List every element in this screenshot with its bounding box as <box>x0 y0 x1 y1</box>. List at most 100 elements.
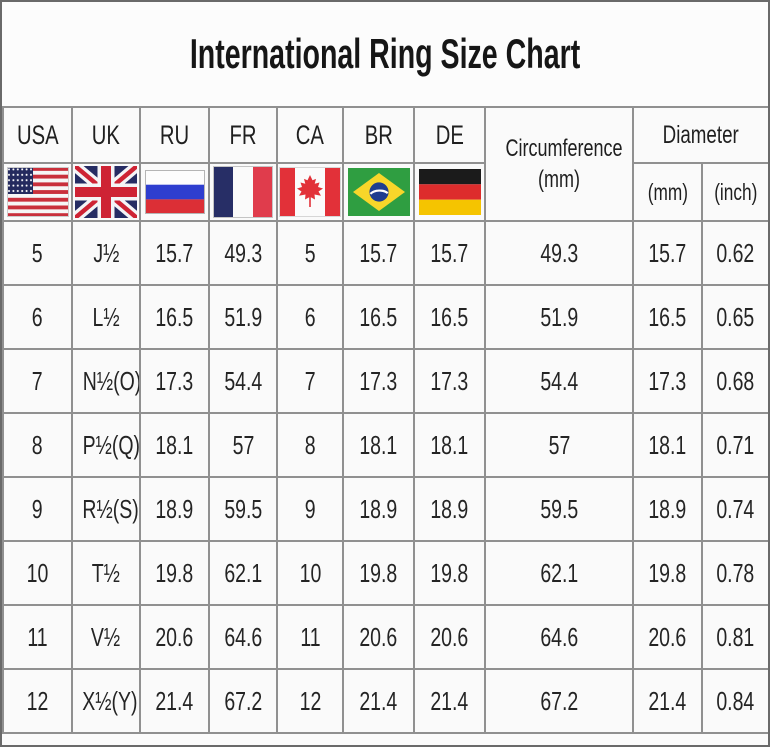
ring-size-value: 20.6 <box>155 621 194 652</box>
usa-flag-icon <box>6 167 69 217</box>
ring-size-value: 49.3 <box>224 237 262 268</box>
ring-size-cell: 57 <box>208 412 278 478</box>
ring-size-cell: 5 <box>2 220 73 286</box>
ring-size-cell: 19.8 <box>342 540 415 606</box>
ring-size-cell: 17.3 <box>413 348 486 414</box>
ring-size-value: 16.5 <box>155 301 194 332</box>
ring-size-value: 9 <box>32 493 43 524</box>
ring-size-value: V½ <box>91 621 121 652</box>
ring-size-value: 67.2 <box>540 685 578 716</box>
ring-size-cell: 20.6 <box>139 604 210 670</box>
ring-size-value: 20.6 <box>359 621 398 652</box>
ring-size-value: 59.5 <box>224 493 262 524</box>
ring-size-value: 51.9 <box>224 301 262 332</box>
ring-size-value: 62.1 <box>224 557 262 588</box>
ring-size-value: 59.5 <box>540 493 578 524</box>
ring-size-value: 8 <box>32 429 43 460</box>
ring-size-cell: 12 <box>276 668 344 734</box>
ring-size-value: 6 <box>32 301 43 332</box>
ring-size-value: 51.9 <box>540 301 578 332</box>
ring-size-value: N½(O) <box>82 365 140 396</box>
ring-size-value: 17.3 <box>155 365 194 396</box>
ca-header-label: CA <box>295 119 325 150</box>
ring-size-value: 19.8 <box>430 557 469 588</box>
ring-size-cell: 62.1 <box>208 540 278 606</box>
ring-size-cell: 21.4 <box>342 668 415 734</box>
ring-size-value: 19.8 <box>155 557 194 588</box>
ring-size-cell: 0.62 <box>700 220 768 286</box>
ring-size-cell: 10 <box>2 540 73 606</box>
ring-size-cell: 5 <box>276 220 344 286</box>
diameter-mm-label: (mm) <box>647 178 688 205</box>
ring-size-value: 5 <box>32 237 43 268</box>
ring-size-cell: 11 <box>2 604 73 670</box>
ring-size-value: 0.62 <box>716 237 755 268</box>
ring-size-value: 15.7 <box>648 237 687 268</box>
ring-size-value: 18.9 <box>430 493 469 524</box>
ring-size-cell: 15.7 <box>139 220 210 286</box>
ring-size-value: 62.1 <box>540 557 578 588</box>
ring-size-cell: 0.78 <box>700 540 768 606</box>
ring-size-value: 18.1 <box>359 429 398 460</box>
ring-size-value: 10 <box>299 557 321 588</box>
fr-header-label: FR <box>229 119 257 150</box>
russia-flag-cell <box>139 162 210 222</box>
ring-size-cell: 18.1 <box>632 412 703 478</box>
ring-size-cell: 16.5 <box>139 284 210 350</box>
ring-size-cell: 20.6 <box>342 604 415 670</box>
ring-size-value: 11 <box>299 621 321 652</box>
column-header-usa: USA <box>2 106 73 164</box>
germany-flag-icon <box>418 169 481 215</box>
ring-size-cell: X½(Y) <box>71 668 141 734</box>
title-band: International Ring Size Chart <box>2 2 768 106</box>
diameter-header-label: Diameter <box>662 120 740 149</box>
ring-size-value: 21.4 <box>648 685 687 716</box>
ring-size-value: R½(S) <box>82 493 139 524</box>
ring-size-value: 12 <box>26 685 49 716</box>
ring-size-value: 49.3 <box>540 237 578 268</box>
ring-size-cell: 20.6 <box>413 604 486 670</box>
diameter-inch-header: (inch) <box>700 162 768 222</box>
ring-size-value: 18.1 <box>430 429 469 460</box>
ring-size-cell: V½ <box>71 604 141 670</box>
ring-size-value: 21.4 <box>430 685 469 716</box>
ring-size-cell: 6 <box>2 284 73 350</box>
ring-size-value: 19.8 <box>359 557 398 588</box>
ring-size-cell: 17.3 <box>632 348 703 414</box>
ring-size-cell: 57 <box>484 412 634 478</box>
ring-size-cell: 18.9 <box>632 476 703 542</box>
ring-size-cell: 21.4 <box>139 668 210 734</box>
ring-size-value: 12 <box>299 685 321 716</box>
ring-size-row: 7 N½(O) 17.3 54.4 7 17.3 17.3 54.4 17.3 0.68 <box>2 348 768 414</box>
ring-size-cell: 62.1 <box>484 540 634 606</box>
flag-row: (mm) (inch) <box>2 162 768 222</box>
ring-size-value: T½ <box>91 557 121 588</box>
ru-header-label: RU <box>159 119 190 150</box>
ring-size-cell: 64.6 <box>208 604 278 670</box>
ring-size-cell: 19.8 <box>139 540 210 606</box>
ring-size-cell: N½(O) <box>71 348 141 414</box>
ring-size-cell: 18.9 <box>342 476 415 542</box>
ring-size-cell: 17.3 <box>139 348 210 414</box>
uk-flag-icon <box>75 166 137 218</box>
ring-size-cell: 18.1 <box>413 412 486 478</box>
ring-size-value: 16.5 <box>648 301 687 332</box>
ring-size-row: 9 R½(S) 18.9 59.5 9 18.9 18.9 59.5 18.9 0.74 <box>2 476 768 542</box>
ring-size-row: 8 P½(Q) 18.1 57 8 18.1 18.1 57 18.1 0.71 <box>2 412 768 478</box>
ring-size-value: 0.74 <box>716 493 755 524</box>
circumference-label-line2: (mm) <box>538 166 580 193</box>
ring-size-value: 67.2 <box>224 685 262 716</box>
ring-size-value: P½(Q) <box>82 429 140 460</box>
ring-size-cell: 11 <box>276 604 344 670</box>
ring-size-value: 19.8 <box>648 557 687 588</box>
column-header-br: BR <box>342 106 415 164</box>
ring-size-value: 18.9 <box>648 493 687 524</box>
ring-size-cell: 15.7 <box>342 220 415 286</box>
ring-size-cell: 49.3 <box>484 220 634 286</box>
ring-size-cell: 54.4 <box>208 348 278 414</box>
ring-size-value: 54.4 <box>540 365 578 396</box>
ring-size-cell: 19.8 <box>632 540 703 606</box>
ring-size-cell: 16.5 <box>413 284 486 350</box>
column-header-circumference: Circumference (mm) <box>484 106 634 222</box>
ring-size-cell: 0.71 <box>700 412 768 478</box>
